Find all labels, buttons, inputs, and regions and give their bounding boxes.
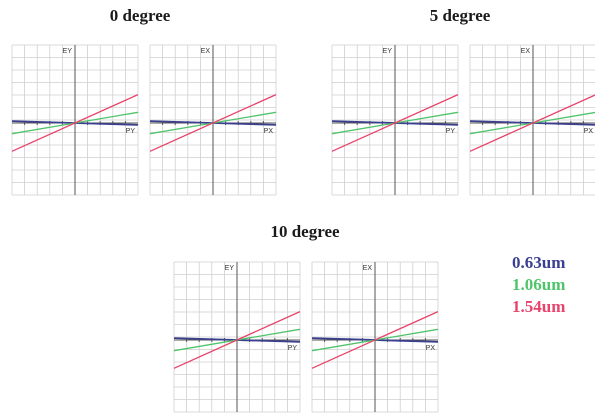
group-title-1: 5 degree xyxy=(429,6,491,25)
group-title-0: 0 degree xyxy=(109,6,171,25)
vertical-axis-label: EY xyxy=(63,48,73,55)
horizontal-axis-label: PX xyxy=(584,128,594,135)
plot-1-ey: EY PY xyxy=(331,44,459,196)
plot-svg: EX PX xyxy=(149,44,277,196)
series-line-2 xyxy=(469,94,595,152)
horizontal-axis-label: PY xyxy=(126,128,136,135)
plot-svg: EX PX xyxy=(469,44,595,196)
horizontal-axis-label: PX xyxy=(426,345,436,352)
group-title-2: 10 degree xyxy=(270,222,340,241)
plot-svg: EY PY xyxy=(331,44,459,196)
series-line-2 xyxy=(331,94,459,152)
plot-svg: EY PY xyxy=(11,44,139,196)
plot-svg: EY PY xyxy=(173,261,301,413)
series-line-2 xyxy=(311,311,439,369)
horizontal-axis-label: PX xyxy=(264,128,274,135)
series-line-2 xyxy=(11,94,139,152)
plot-svg: EX PX xyxy=(311,261,439,413)
series-line-2 xyxy=(173,311,301,369)
legend-item-0: 0.63um xyxy=(512,253,566,272)
legend-item-2: 1.54um xyxy=(512,297,566,316)
legend-item-1: 1.06um xyxy=(512,275,566,294)
plot-1-ex: EX PX xyxy=(469,44,595,196)
vertical-axis-label: EX xyxy=(363,265,373,272)
vertical-axis-label: EX xyxy=(201,48,211,55)
legend: 0.63um 1.06um 1.54um xyxy=(512,252,565,318)
plot-2-ey: EY PY xyxy=(173,261,301,413)
plot-0-ey: EY PY xyxy=(11,44,139,196)
vertical-axis-label: EX xyxy=(521,48,531,55)
vertical-axis-label: EY xyxy=(225,265,235,272)
horizontal-axis-label: PY xyxy=(446,128,456,135)
series-line-2 xyxy=(149,94,277,152)
horizontal-axis-label: PY xyxy=(288,345,298,352)
plot-2-ex: EX PX xyxy=(311,261,439,413)
vertical-axis-label: EY xyxy=(383,48,393,55)
plot-0-ex: EX PX xyxy=(149,44,277,196)
